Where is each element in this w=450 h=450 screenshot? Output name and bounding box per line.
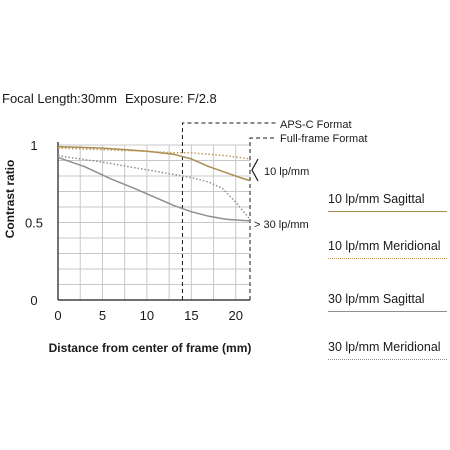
fullframe-boundary bbox=[249, 137, 276, 300]
y-tick-label: 0.5 bbox=[25, 216, 43, 231]
legend-label: 10 lp/mm Meridional bbox=[328, 239, 441, 253]
tick-labels: 0 5 10 15 20 0 0.5 1 bbox=[25, 138, 243, 323]
legend-item-10-meridional: 10 lp/mm Meridional bbox=[328, 239, 448, 263]
series-line-2 bbox=[57, 156, 251, 222]
legend-label: 30 lp/mm Sagittal bbox=[328, 292, 425, 306]
chart-axes bbox=[57, 142, 250, 301]
legend-item-10-sagittal: 10 lp/mm Sagittal bbox=[328, 192, 448, 216]
legend-item-30-sagittal: 30 lp/mm Sagittal bbox=[328, 292, 448, 316]
y-tick-label: 0 bbox=[30, 293, 37, 308]
legend-item-30-meridional: 30 lp/mm Meridional bbox=[328, 340, 448, 364]
legend-label: 30 lp/mm Meridional bbox=[328, 340, 441, 354]
legend-label: 10 lp/mm Sagittal bbox=[328, 192, 425, 206]
focal-length-label: Focal Length:30mm bbox=[2, 91, 117, 106]
x-tick-label: 0 bbox=[54, 308, 61, 323]
chart-series bbox=[57, 145, 251, 222]
legend-swatch bbox=[328, 211, 447, 212]
legend-swatch bbox=[328, 359, 447, 360]
x-tick-label: 10 bbox=[140, 308, 154, 323]
chart-grid bbox=[58, 144, 250, 300]
series-line-3 bbox=[57, 155, 251, 220]
x-tick-label: 15 bbox=[184, 308, 198, 323]
annotation-30lpmm: > 30 lp/mm bbox=[254, 219, 309, 231]
legend-swatch bbox=[328, 311, 447, 312]
exposure-label: Exposure: F/2.8 bbox=[125, 91, 217, 106]
y-axis-label: Contrast ratio bbox=[3, 160, 17, 239]
bracket-10lpmm bbox=[251, 158, 259, 182]
annotation-10lpmm: 10 lp/mm bbox=[264, 166, 309, 178]
legend-swatch bbox=[328, 258, 447, 259]
format-boundaries bbox=[181, 122, 276, 300]
x-tick-label: 20 bbox=[229, 308, 243, 323]
apsc-boundary bbox=[181, 122, 276, 300]
apsc-format-label: APS-C Format bbox=[280, 119, 352, 131]
series-line-1 bbox=[57, 147, 251, 160]
fullframe-format-label: Full-frame Format bbox=[280, 133, 367, 145]
y-tick-label: 1 bbox=[30, 138, 37, 153]
x-axis-label: Distance from center of frame (mm) bbox=[49, 341, 252, 355]
x-tick-label: 5 bbox=[99, 308, 106, 323]
series-line-0 bbox=[57, 145, 251, 182]
